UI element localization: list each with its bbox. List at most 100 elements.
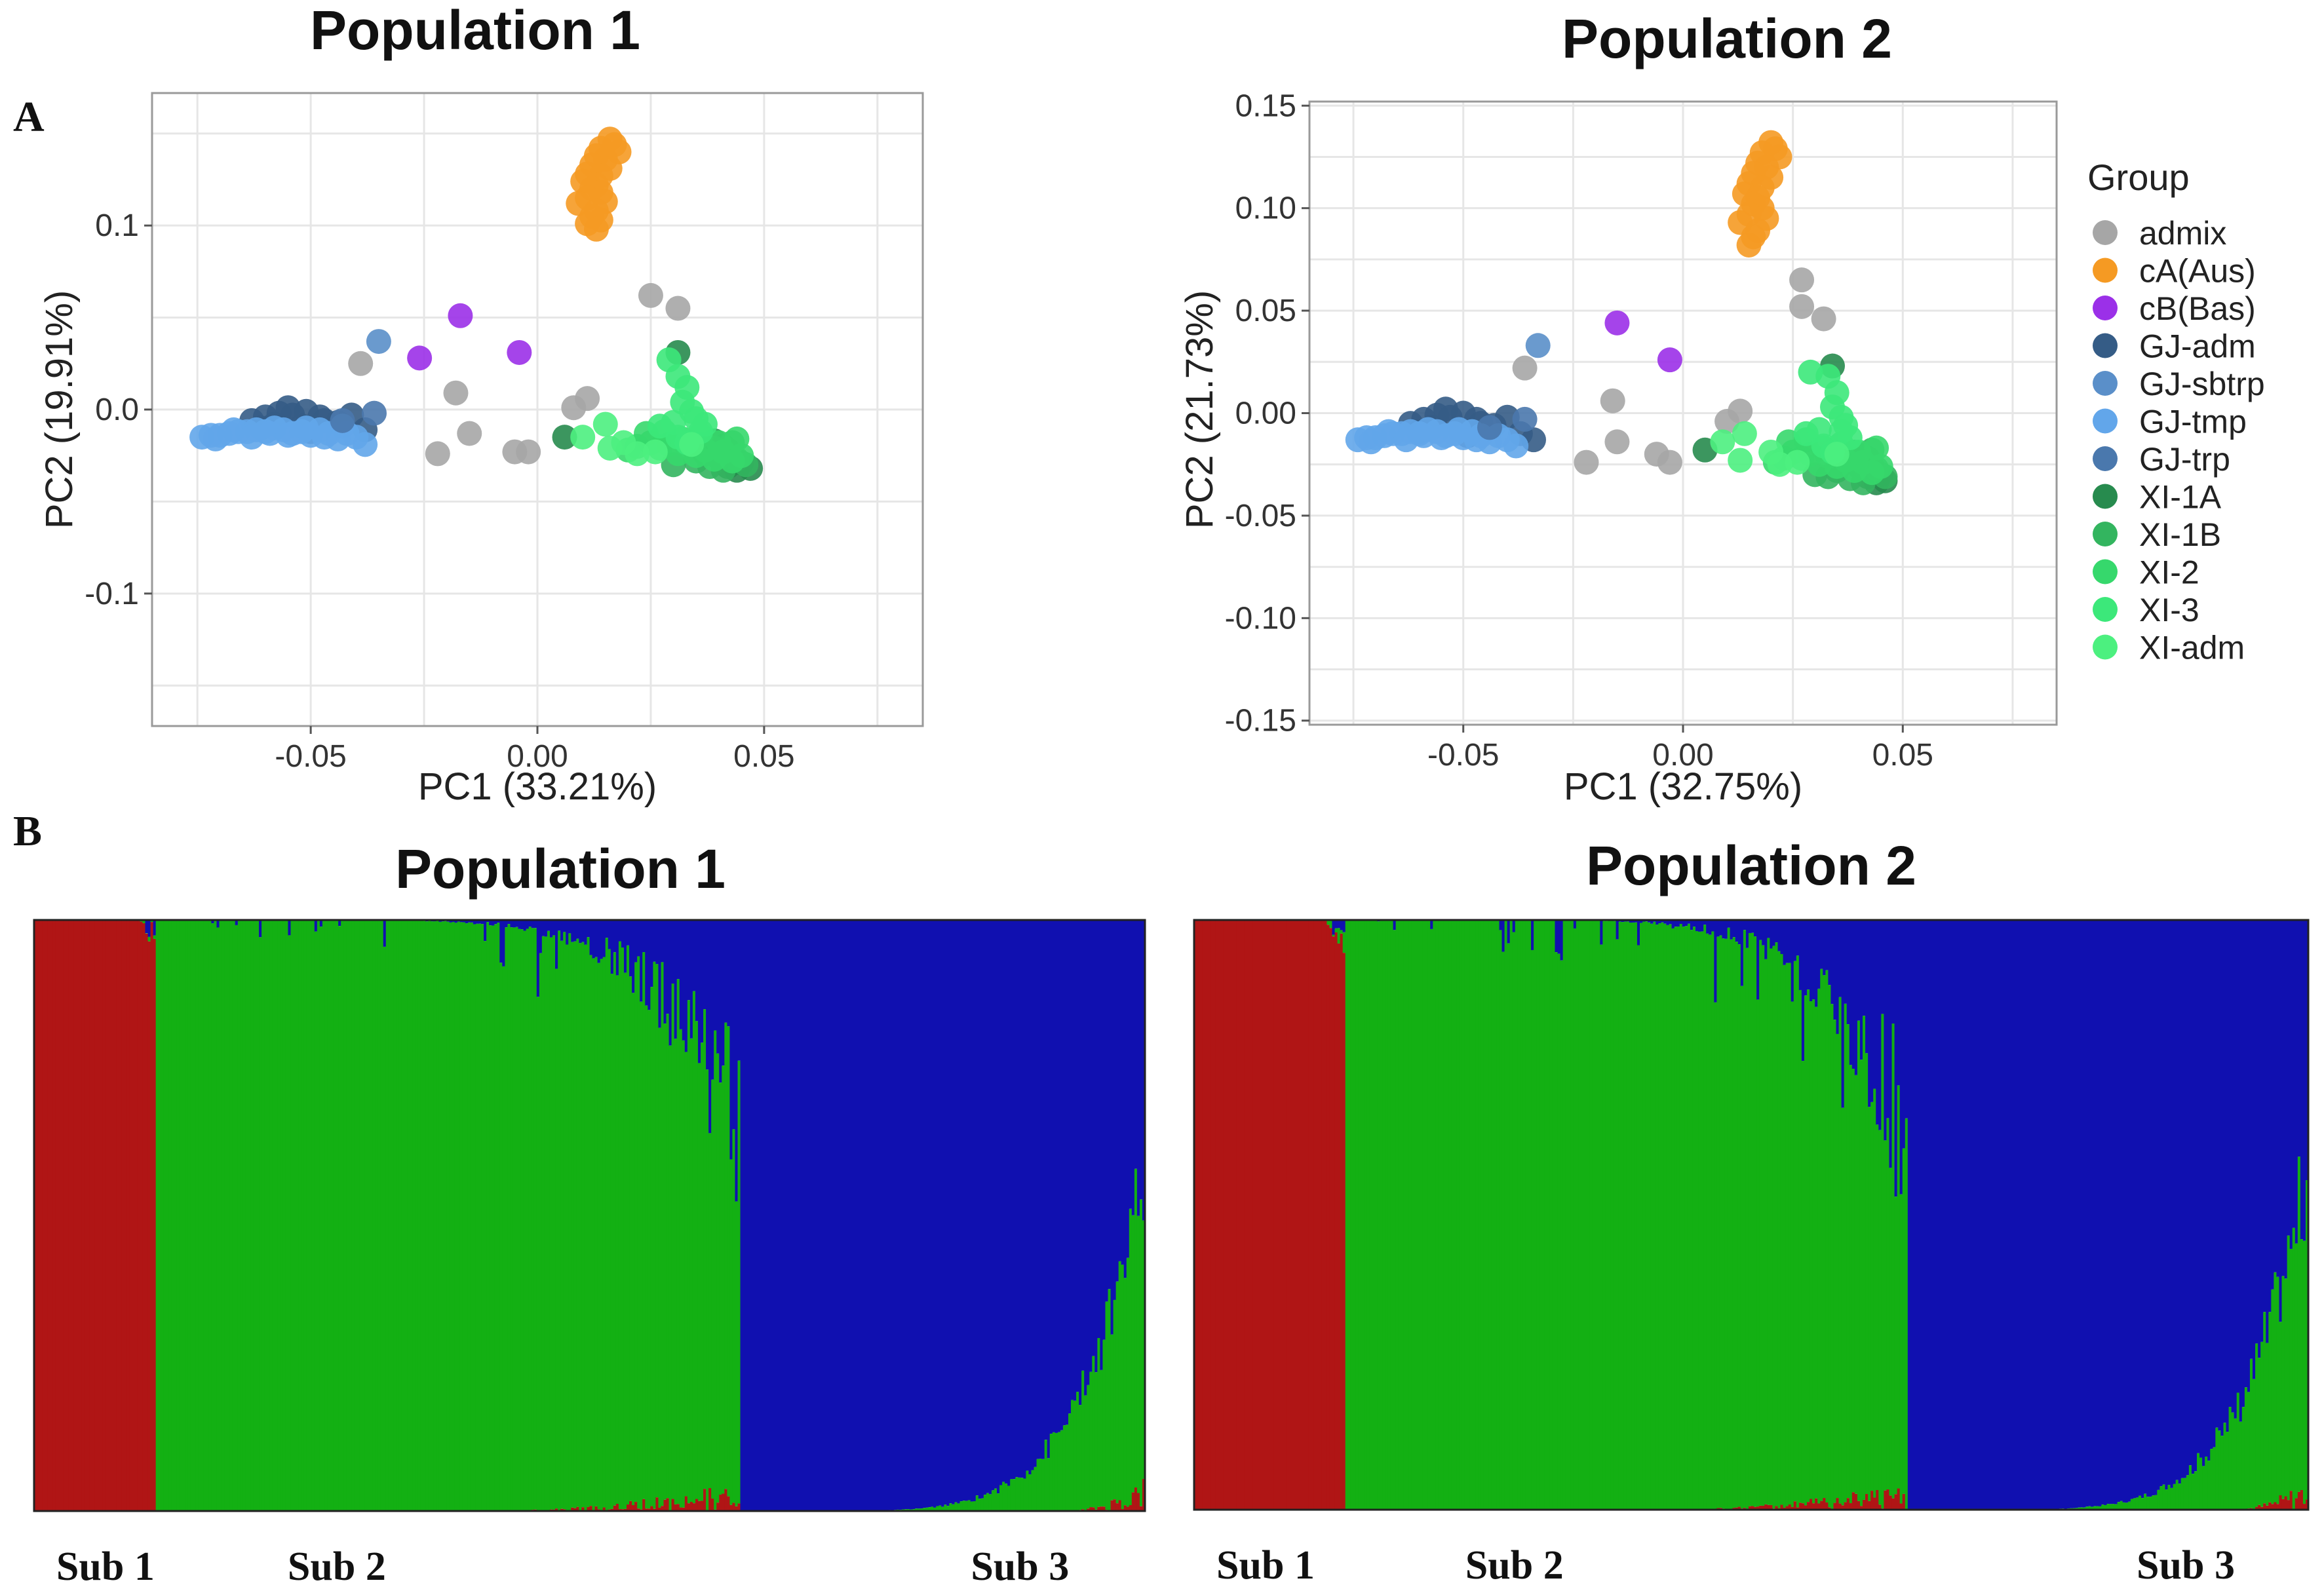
ancestry-bar-sub3 <box>1844 920 1848 1004</box>
ancestry-bar-sub1 <box>1139 1506 1143 1511</box>
ancestry-bar-sub2 <box>1369 920 1372 1510</box>
ancestry-bar-sub2 <box>216 927 220 1511</box>
ancestry-bar-sub2 <box>1441 920 1444 1510</box>
ancestry-bar-sub1 <box>632 1504 635 1511</box>
ancestry-bar-sub1 <box>1334 932 1338 1510</box>
ancestry-bar-sub2 <box>2157 1489 2160 1510</box>
ancestry-bar-sub1 <box>663 1499 667 1511</box>
ancestry-bar-sub3 <box>1950 920 1954 1510</box>
ancestry-bar-sub1 <box>735 1506 739 1511</box>
ancestry-bar-sub2 <box>1764 959 1768 1504</box>
ancestry-bar-sub3 <box>697 920 701 1063</box>
ancestry-bar-sub2 <box>724 1022 727 1489</box>
ancestry-bar-sub3 <box>497 920 500 923</box>
ancestry-bar-sub2 <box>2125 1503 2129 1510</box>
ancestry-bar-sub2 <box>1136 1216 1140 1493</box>
ancestry-bar-sub2 <box>1478 920 1481 1510</box>
ancestry-bar-sub1 <box>634 1502 638 1511</box>
ancestry-bar-sub3 <box>811 920 815 1511</box>
ancestry-bar-sub3 <box>740 920 744 1511</box>
ancestry-bar-sub3 <box>1076 920 1079 1392</box>
pca2-grid <box>1309 102 2057 725</box>
ancestry-bar-sub1 <box>1239 920 1243 1510</box>
ancestry-bar-sub3 <box>1870 920 1874 1102</box>
ancestry-bar-sub2 <box>378 920 381 1511</box>
ancestry-bar-sub1 <box>1783 1507 1787 1510</box>
ancestry-bar-sub3 <box>507 920 511 925</box>
ancestry-bar-sub2 <box>245 920 249 1511</box>
ancestry-bar-sub2 <box>1709 934 1712 1510</box>
ancestry-bar-sub2 <box>2268 1312 2272 1503</box>
ancestry-bar-sub3 <box>1092 920 1095 1356</box>
ancestry-bar-sub2 <box>1364 920 1367 1510</box>
data-point <box>1728 398 1753 424</box>
ancestry-bar-sub2 <box>692 991 696 1504</box>
ancestry-bar-sub3 <box>743 920 746 1511</box>
ancestry-bar-sub3 <box>2186 920 2190 1476</box>
ancestry-bar-sub3 <box>1921 920 1924 1510</box>
ancestry-bar-sub2 <box>2152 1495 2155 1510</box>
series-gj-tmp <box>1345 417 1529 459</box>
ancestry-bar-sub3 <box>1865 920 1869 1054</box>
ancestry-bar-sub1 <box>1292 920 1296 1510</box>
ancestry-bar-sub2 <box>179 920 183 1511</box>
ancestry-bar-sub2 <box>1653 921 1656 1510</box>
ancestry-bar-sub3 <box>1079 920 1082 1406</box>
panel-a-label: A <box>13 93 45 141</box>
ancestry-bar-sub3 <box>997 920 1000 1494</box>
ancestry-bar-sub3 <box>944 920 947 1505</box>
ancestry-bar-sub2 <box>1745 948 1749 1509</box>
ancestry-bar-sub3 <box>2059 920 2063 1509</box>
ancestry-bar-sub3 <box>925 920 929 1508</box>
ancestry-bar-sub2 <box>2241 1407 2245 1510</box>
ancestry-bar-sub2 <box>330 920 334 1511</box>
ancestry-bar-sub1 <box>1810 1499 1813 1510</box>
ancestry-bar-sub3 <box>2167 920 2171 1485</box>
ancestry-bar-sub2 <box>163 920 167 1511</box>
ancestry-bar-sub3 <box>1658 920 1661 924</box>
ancestry-bar-sub3 <box>462 920 466 923</box>
legend-label: admix <box>2139 215 2226 252</box>
ancestry-bar-sub2 <box>2180 1478 2184 1510</box>
ancestry-bar-sub3 <box>668 920 672 1046</box>
ancestry-bar-sub2 <box>719 1082 722 1495</box>
ancestry-bar-sub2 <box>2122 1502 2126 1510</box>
ancestry-bar-sub2 <box>256 920 260 1511</box>
ancestry-bar-sub3 <box>571 920 574 942</box>
ancestry-bar-sub3 <box>2297 920 2301 1157</box>
ancestry-bar-sub2 <box>1491 920 1494 1510</box>
ancestry-bar-sub1 <box>2302 1504 2306 1510</box>
data-point <box>425 441 450 467</box>
ancestry-bar-sub3 <box>629 920 632 977</box>
ancestry-bar-sub1 <box>689 1501 693 1511</box>
ancestry-bar-sub3 <box>563 920 566 932</box>
ancestry-bar-sub3 <box>978 920 982 1499</box>
data-point <box>1433 396 1458 422</box>
data-point <box>1793 421 1819 446</box>
ancestry-bar-sub2 <box>1337 928 1341 944</box>
legend-label: cA(Aus) <box>2139 253 2256 290</box>
ancestry-bar-sub2 <box>473 924 476 1511</box>
ancestry-bar-sub3 <box>2011 920 2015 1510</box>
ancestry-bar-sub3 <box>1937 920 1940 1510</box>
ancestry-bar-sub3 <box>1430 920 1433 929</box>
ancestry-bar-sub3 <box>1102 920 1106 1340</box>
ancestry-bar-sub3 <box>1118 920 1122 1261</box>
ancestry-bar-sub2 <box>510 927 514 1511</box>
ancestry-bar-sub1 <box>1857 1501 1861 1510</box>
ancestry-bar-sub1 <box>73 920 77 1511</box>
ancestry-bar-sub3 <box>1640 920 1643 923</box>
group-label: Sub 2 <box>288 1544 386 1589</box>
ancestry-bar-sub1 <box>1316 920 1319 1510</box>
ancestry-bar-sub1 <box>1115 1503 1119 1511</box>
ancestry-bar-sub1 <box>58 920 61 1511</box>
ancestry-bar-sub3 <box>573 920 577 942</box>
ancestry-bar-sub2 <box>2292 1227 2296 1509</box>
ancestry-bar-sub1 <box>39 920 43 1511</box>
ancestry-bar-sub3 <box>1737 920 1741 945</box>
y-tick-label: 0.00 <box>1235 396 1296 431</box>
ancestry-bar-sub2 <box>666 1014 670 1499</box>
ancestry-bar-sub2 <box>954 1502 958 1511</box>
legend-key-xi-adm <box>2093 634 2118 660</box>
ancestry-bar-sub2 <box>412 920 416 1511</box>
